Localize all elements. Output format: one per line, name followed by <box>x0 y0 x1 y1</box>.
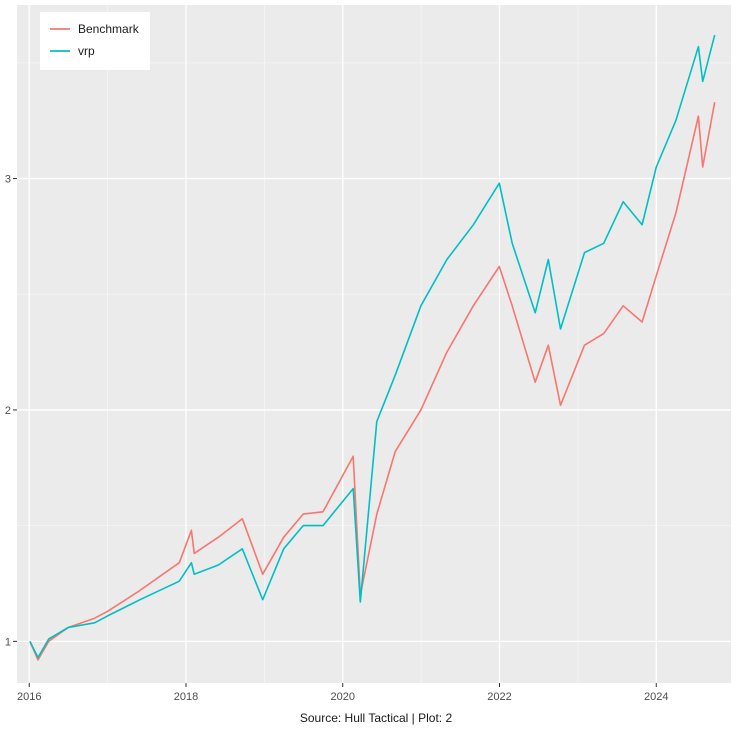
axis-ticks <box>13 178 657 687</box>
x-tick-label: 2020 <box>331 691 355 703</box>
panel-background <box>17 5 731 683</box>
series-line-vrp <box>29 34 716 659</box>
series-group <box>29 34 716 661</box>
legend: Benchmark vrp <box>40 12 150 70</box>
y-tick-label: 3 <box>5 174 11 186</box>
x-tick-label: 2018 <box>174 691 198 703</box>
x-tick-labels: 2016 2018 2020 2022 2024 <box>17 691 669 703</box>
y-tick-label: 2 <box>5 405 11 417</box>
series-line-benchmark <box>29 102 716 661</box>
legend-label-benchmark: Benchmark <box>78 22 140 36</box>
x-tick-label: 2016 <box>17 691 41 703</box>
x-tick-label: 2024 <box>644 691 668 703</box>
chart-caption: Source: Hull Tactical | Plot: 2 <box>300 711 453 725</box>
legend-label-vrp: vrp <box>78 44 95 58</box>
y-tick-label: 1 <box>5 636 11 648</box>
grid-major <box>17 5 731 683</box>
x-tick-label: 2022 <box>487 691 511 703</box>
legend-background <box>40 12 150 70</box>
y-tick-labels: 1 2 3 <box>5 174 11 649</box>
